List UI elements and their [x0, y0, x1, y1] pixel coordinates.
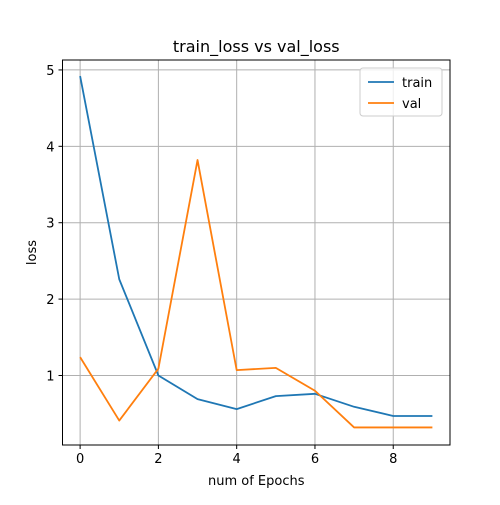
- chart-title: train_loss vs val_loss: [173, 37, 340, 57]
- x-tick-label: 4: [233, 452, 241, 467]
- series-layer: [79, 75, 433, 429]
- y-tick-label: 2: [46, 293, 54, 308]
- x-tick-label: 0: [76, 452, 84, 467]
- y-tick-label: 3: [46, 217, 54, 232]
- y-tick-label: 1: [46, 369, 54, 384]
- x-axis-label: num of Epochs: [208, 474, 305, 489]
- x-tick-label: 6: [311, 452, 319, 467]
- y-tick-label: 4: [46, 140, 54, 155]
- y-axis-label: loss: [25, 240, 40, 265]
- series-line-val: [79, 159, 433, 429]
- legend-box: [359, 67, 443, 117]
- legend-label-val: val: [402, 97, 421, 112]
- x-tick-label: 2: [154, 452, 162, 467]
- axis-ticks: 0 2 4 6 8 1 2 3 4 5: [46, 64, 397, 467]
- series-line-train: [79, 75, 433, 417]
- legend-label-train: train: [402, 76, 432, 91]
- legend: train val: [359, 67, 443, 117]
- y-tick-label: 5: [46, 64, 54, 79]
- x-tick-label: 8: [389, 452, 397, 467]
- plot-frame: [62, 59, 451, 446]
